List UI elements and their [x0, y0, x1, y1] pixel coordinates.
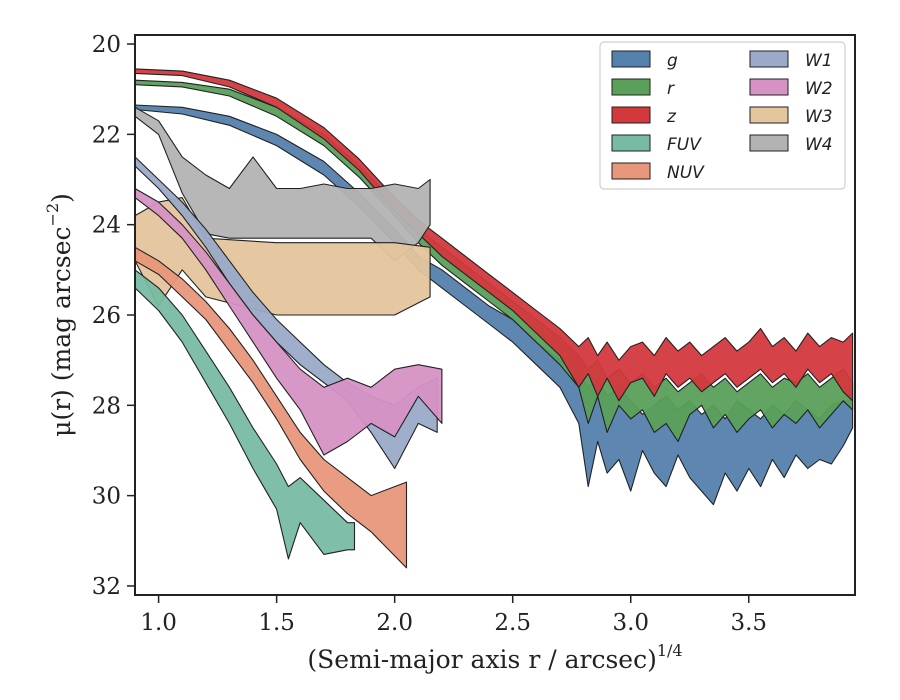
legend-label-w1: W1 — [805, 51, 833, 71]
series-bands — [134, 68, 854, 569]
legend-label-nuv: NUV — [667, 163, 705, 183]
y-tick-label: 20 — [92, 32, 121, 58]
x-axis-label-exponent: 1/4 — [657, 641, 683, 660]
series-band-w1 — [134, 156, 438, 470]
y-tick-label: 32 — [92, 574, 121, 600]
series-band-nuv — [134, 246, 408, 569]
legend-swatch-g — [611, 50, 651, 68]
x-tick-label: 2.5 — [494, 610, 531, 636]
series-band-z — [134, 68, 854, 402]
legend: grz FUV NUV W1 W2 W3 W4 — [599, 41, 846, 190]
legend-label-z: z — [666, 107, 677, 127]
y-tick-label: 30 — [92, 484, 121, 510]
legend-label-w4: W4 — [805, 135, 833, 155]
legend-swatch-w1 — [749, 50, 789, 68]
series-band-w4 — [134, 106, 431, 262]
x-tick-label: 2.0 — [376, 610, 413, 636]
y-axis-label-tail: ) — [47, 193, 76, 203]
y-tick-label: 28 — [92, 393, 121, 419]
legend-swatch-w4 — [749, 134, 789, 152]
x-axis: 1.0 1.5 2.0 2.5 3.0 3.5 — [140, 595, 767, 636]
legend-label-w3: W3 — [805, 107, 833, 127]
x-axis-label: (Semi-major axis r / arcsec)1/4 — [307, 641, 682, 674]
y-tick-label: 24 — [92, 213, 121, 239]
x-tick-label: 1.0 — [140, 610, 177, 636]
series-band-fuv — [134, 269, 356, 560]
y-axis: 20 22 24 26 28 30 32 — [92, 32, 135, 600]
legend-label-fuv: FUV — [667, 135, 702, 155]
x-tick-label: 3.0 — [612, 610, 649, 636]
y-tick-label: 26 — [92, 303, 121, 329]
legend-swatch-z — [611, 106, 651, 124]
legend-label-g: g — [667, 51, 678, 71]
y-tick-label: 22 — [92, 122, 121, 148]
legend-label-r: r — [667, 79, 675, 99]
legend-swatch-nuv — [611, 162, 651, 180]
series-band-w2 — [134, 187, 443, 456]
y-axis-label-exponent: −2 — [43, 203, 62, 227]
legend-swatch-w2 — [749, 78, 789, 96]
x-tick-label: 1.5 — [258, 610, 295, 636]
legend-swatch-fuv — [611, 134, 651, 152]
legend-swatch-w3 — [749, 106, 789, 124]
legend-swatch-r — [611, 78, 651, 96]
x-tick-label: 3.5 — [730, 610, 767, 636]
legend-label-w2: W2 — [805, 79, 833, 99]
y-axis-label: μ(r) (mag arcsec−2) — [43, 193, 76, 437]
